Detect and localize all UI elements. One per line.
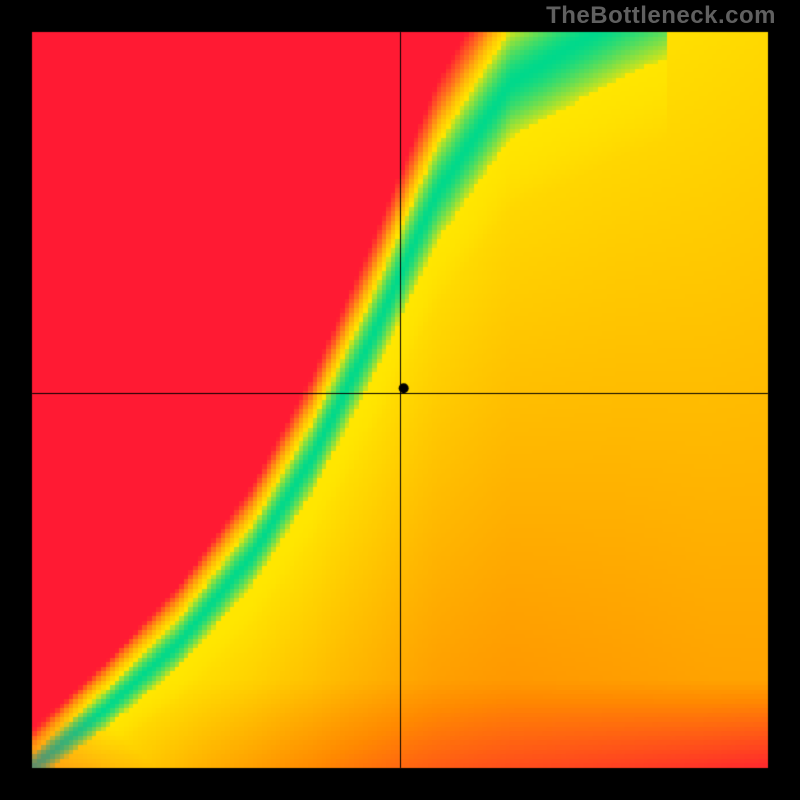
chart-frame: TheBottleneck.com — [0, 0, 800, 800]
branding-watermark: TheBottleneck.com — [546, 2, 776, 30]
crosshair-overlay — [0, 0, 800, 800]
